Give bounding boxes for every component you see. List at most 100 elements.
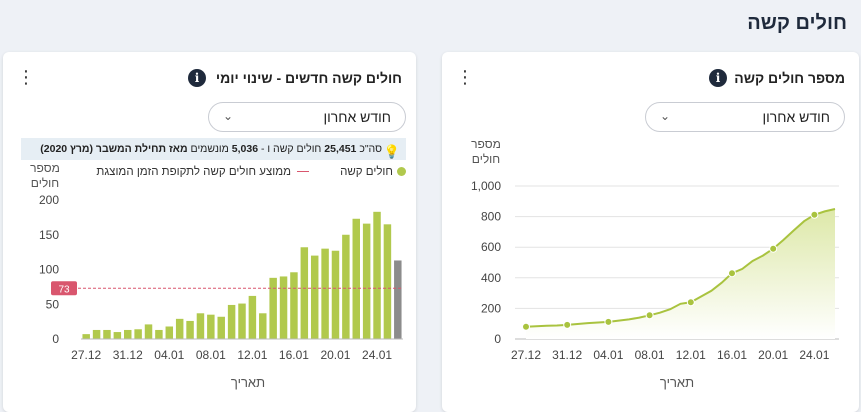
- x-tick-label: 12.01: [237, 348, 267, 362]
- bar: [279, 276, 288, 339]
- bar: [362, 223, 371, 339]
- x-axis-label: תאריך: [660, 375, 694, 390]
- x-tick-label: 04.01: [154, 348, 184, 362]
- data-point: [563, 320, 572, 329]
- lightbulb-icon: 💡: [383, 144, 400, 159]
- bar: [227, 304, 236, 339]
- x-tick-label: 31.12: [552, 348, 582, 362]
- average-badge-label: 73: [58, 284, 70, 295]
- card-header: מספר חולים קשה i ⋮: [456, 68, 845, 90]
- bar: [373, 211, 381, 339]
- summary-text: סה"כ 25,451 חולים קשה ו - 5,036 מונשמים …: [40, 143, 382, 155]
- average-badge: [51, 281, 77, 296]
- y-tick-label: 200: [481, 301, 501, 315]
- bar: [186, 320, 194, 339]
- y-tick-label: 1,000: [471, 179, 501, 193]
- bar: [103, 329, 111, 339]
- chevron-down-icon: ⌄: [660, 109, 671, 123]
- y-tick-label: 600: [481, 240, 501, 254]
- bar: [124, 329, 132, 339]
- page-title: חולים קשה: [747, 12, 847, 34]
- bar: [207, 314, 215, 339]
- y-tick-label: 100: [39, 263, 59, 277]
- bar: [352, 218, 360, 339]
- bar: [155, 329, 163, 339]
- x-tick-label: 16.01: [279, 348, 309, 362]
- data-point: [645, 311, 654, 320]
- y-tick-label: 0: [494, 332, 501, 346]
- summary-bar: 💡 סה"כ 25,451 חולים קשה ו - 5,036 מונשמי…: [21, 138, 406, 160]
- dropdown-label: חודש אחרון: [762, 109, 830, 125]
- bar: [259, 313, 267, 339]
- x-tick-label: 27.12: [511, 348, 541, 362]
- bar: [248, 295, 257, 339]
- data-point: [604, 317, 613, 326]
- card-title: מספר חולים קשה: [734, 70, 845, 86]
- severe-daily-change-card: חולים קשה חדשים - שינוי יומי i ⋮ חודש אח…: [3, 52, 416, 412]
- bar: [321, 248, 329, 339]
- y-tick-label: 150: [39, 228, 59, 242]
- bar: [165, 326, 174, 339]
- x-tick-label: 08.01: [635, 348, 665, 362]
- data-point: [769, 244, 778, 253]
- x-tick-label: 24.01: [362, 348, 392, 362]
- bar: [175, 318, 184, 339]
- legend-dot: [397, 167, 406, 177]
- bar: [394, 260, 402, 339]
- legend-average: ממוצע חולים קשה לתקופת הזמן המוצגת: [96, 166, 309, 178]
- y-axis-label: חולים: [472, 152, 500, 166]
- dropdown-label: חודש אחרון: [323, 109, 391, 125]
- y-axis-label: מספר: [30, 161, 60, 175]
- period-dropdown[interactable]: חודש אחרון ⌄: [208, 102, 406, 132]
- bar: [269, 277, 277, 339]
- bar: [113, 332, 122, 339]
- card-title: חולים קשה חדשים - שינוי יומי: [215, 70, 402, 86]
- y-axis-label: מספר: [471, 137, 501, 151]
- x-tick-label: 27.12: [71, 348, 101, 362]
- bar: [134, 329, 142, 339]
- x-tick-label: 20.01: [320, 348, 350, 362]
- bar: [82, 334, 90, 339]
- x-tick-label: 16.01: [717, 348, 747, 362]
- x-tick-label: 04.01: [593, 348, 623, 362]
- bar: [144, 324, 153, 339]
- bar: [92, 329, 101, 339]
- bar: [383, 224, 392, 339]
- series-line: [525, 208, 836, 328]
- y-tick-label: 400: [481, 271, 501, 285]
- y-tick-label: 50: [46, 297, 60, 311]
- bar: [290, 272, 298, 339]
- y-tick-label: 800: [481, 210, 501, 224]
- info-icon[interactable]: i: [188, 69, 206, 87]
- legend-series: חולים קשה: [340, 166, 406, 178]
- data-point: [810, 210, 819, 219]
- x-tick-label: 24.01: [799, 348, 829, 362]
- bar: [342, 234, 350, 339]
- x-tick-label: 12.01: [676, 348, 706, 362]
- bar: [217, 316, 225, 339]
- bar: [310, 255, 319, 339]
- area-fill: [526, 209, 835, 339]
- period-dropdown[interactable]: חודש אחרון ⌄: [645, 102, 845, 132]
- chevron-down-icon: ⌄: [223, 109, 234, 123]
- data-point: [728, 269, 736, 278]
- severe-count-card: מספר חולים קשה i ⋮ חודש אחרון ⌄ מספר חולי…: [442, 52, 859, 412]
- x-axis-label: תאריך: [231, 375, 265, 390]
- data-point: [686, 298, 695, 307]
- legend-dash: [297, 171, 309, 173]
- x-tick-label: 20.01: [758, 348, 788, 362]
- x-tick-label: 31.12: [113, 348, 143, 362]
- y-tick-label: 200: [39, 193, 59, 207]
- info-icon[interactable]: i: [709, 69, 727, 87]
- y-tick-label: 0: [52, 332, 59, 346]
- bar: [300, 247, 309, 339]
- bar: [196, 313, 205, 339]
- card-header: חולים קשה חדשים - שינוי יומי i ⋮: [17, 68, 402, 90]
- bar: [331, 250, 340, 339]
- data-point: [522, 322, 530, 331]
- bar: [238, 303, 246, 339]
- x-tick-label: 08.01: [196, 348, 226, 362]
- y-axis-label: חולים: [31, 176, 59, 190]
